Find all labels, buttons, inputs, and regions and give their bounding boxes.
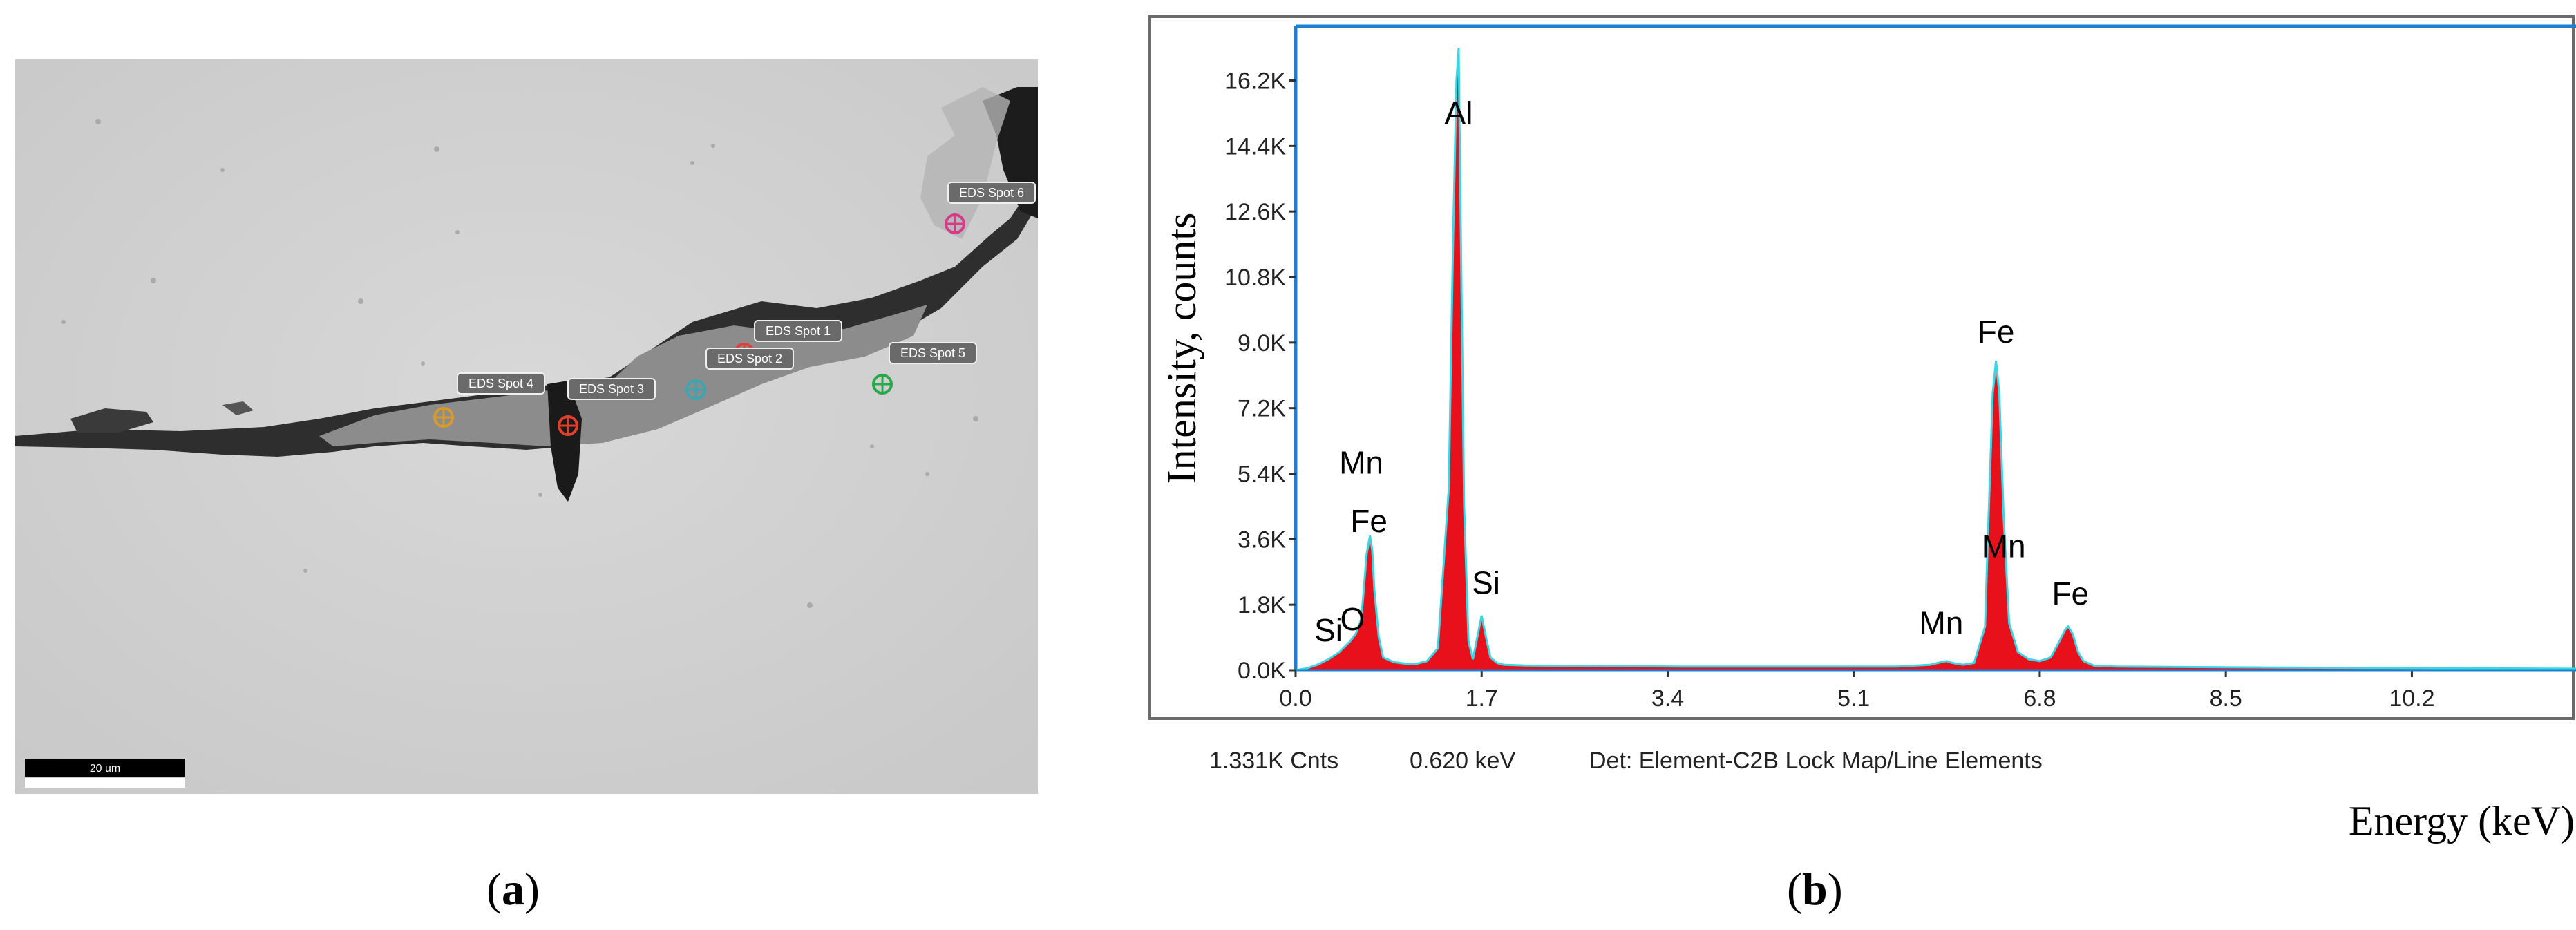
sem-micrograph: EDS Spot 1 EDS Spot 2 EDS Spot 3 EDS Spot 4… xyxy=(15,59,1038,794)
y-tick-label: 3.6K xyxy=(1238,526,1286,553)
y-tick-label: 12.6K xyxy=(1224,199,1286,225)
y-tick-label: 9.0K xyxy=(1238,330,1286,357)
spot-label-box xyxy=(889,342,977,364)
spot-label-box xyxy=(947,182,1036,204)
left-inclusion xyxy=(70,408,153,433)
spot-label-box xyxy=(457,372,545,395)
void-region xyxy=(547,381,582,502)
scale-bar: 20 um xyxy=(25,759,185,788)
x-tick-label: 10.2 xyxy=(2389,685,2434,712)
x-axis-title: Energy (keV) xyxy=(2349,798,2575,844)
peak-label: Mn xyxy=(1919,605,1963,640)
spot-label: EDS Spot 3 xyxy=(579,382,644,396)
caption-a: (a) xyxy=(486,864,540,915)
sem-micrograph-panel: EDS Spot 1 EDS Spot 2 EDS Spot 3 EDS Spot 4… xyxy=(15,59,1038,794)
eds-spectrum-chart: 0.0K 1.8K 3.6K 5.4K 7.2K 9.0K 10.8K 12.6K 14.4K 1… xyxy=(1148,15,2576,844)
y-tick-label: 0.0K xyxy=(1238,658,1286,684)
eds-spot-3: EDS Spot 3 xyxy=(558,378,656,436)
y-tick-label: 7.2K xyxy=(1238,396,1286,422)
caption-a-letter: a xyxy=(501,864,524,915)
x-tick-label: 0.0 xyxy=(1279,685,1311,712)
footer-counts: 1.331K Cnts xyxy=(1209,748,1338,774)
spot-label: EDS Spot 6 xyxy=(959,186,1024,200)
footer-energy: 0.620 keV xyxy=(1410,748,1515,774)
x-tick-label: 3.4 xyxy=(1651,685,1684,712)
left-inclusion-2 xyxy=(222,401,254,415)
eds-spot-markers: EDS Spot 1 EDS Spot 2 EDS Spot 3 EDS Spot 4… xyxy=(433,182,1036,436)
spot-label-box xyxy=(754,320,842,342)
spot-label: EDS Spot 2 xyxy=(717,352,782,366)
peak-label: Si xyxy=(1472,564,1500,600)
caption-b: (b) xyxy=(1787,864,1843,915)
x-tick-label: 1.7 xyxy=(1466,685,1498,712)
peak-label: Fe xyxy=(2052,576,2089,611)
spot-label: EDS Spot 5 xyxy=(900,346,965,360)
x-tick-label: 5.1 xyxy=(1837,685,1870,712)
y-tick-label: 14.4K xyxy=(1224,133,1286,160)
y-axis-title: Intensity, counts xyxy=(1159,213,1204,484)
spot-label: EDS Spot 1 xyxy=(766,324,831,338)
spot-label-box xyxy=(567,378,656,400)
eds-spot-1: EDS Spot 1 xyxy=(734,320,842,363)
eds-spot-4: EDS Spot 4 xyxy=(433,372,545,428)
chart-frame xyxy=(1148,15,2575,720)
x-tick-label: 8.5 xyxy=(2210,685,2242,712)
eds-spot-6: EDS Spot 6 xyxy=(945,182,1036,234)
footer-detector: Det: Element-C2B Lock Map/Line Elements xyxy=(1589,748,2043,774)
peak-label: O xyxy=(1340,601,1365,637)
peak-label: Fe xyxy=(1978,314,2015,350)
scale-bar-label: 20 um xyxy=(90,763,120,775)
peak-label: Mn xyxy=(1982,529,2026,564)
eds-spot-2: EDS Spot 2 xyxy=(685,348,794,400)
edge-light-region xyxy=(920,87,1010,239)
eds-spectrum-panel: 0.0K 1.8K 3.6K 5.4K 7.2K 9.0K 10.8K 12.6K 14.4K 1… xyxy=(1147,14,2576,864)
scale-bar-line xyxy=(25,759,185,777)
eds-spot-5: EDS Spot 5 xyxy=(872,342,977,395)
spot-label: EDS Spot 4 xyxy=(468,377,533,390)
peak-label: Mn xyxy=(1339,444,1383,480)
spectrum-line xyxy=(1295,47,2576,672)
peak-label: Si xyxy=(1314,612,1343,648)
y-tick-label: 5.4K xyxy=(1238,461,1286,487)
x-tick-label: 6.8 xyxy=(2023,685,2056,712)
peak-label: Fe xyxy=(1350,503,1388,539)
peak-label: Al xyxy=(1445,95,1473,131)
y-tick-label: 1.8K xyxy=(1238,592,1286,618)
caption-b-letter: b xyxy=(1801,864,1828,915)
y-tick-label: 16.2K xyxy=(1224,68,1286,94)
spot-label-box xyxy=(705,348,794,370)
scale-bar-base xyxy=(25,778,185,788)
y-tick-label: 10.8K xyxy=(1224,265,1286,291)
